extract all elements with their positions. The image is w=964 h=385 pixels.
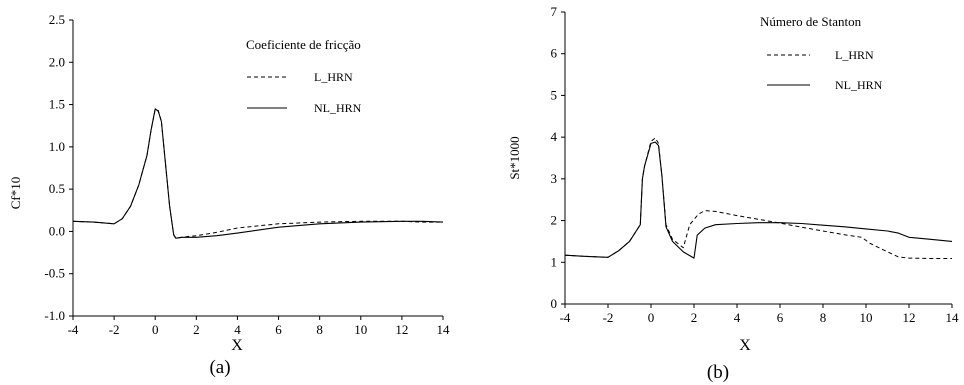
x-tick-label-b: 10 [860, 310, 873, 325]
series-line-b-nl-hrn [564, 141, 953, 259]
legend-title-b: Número de Stanton [760, 14, 862, 29]
x-tick-label-b: 0 [648, 310, 655, 325]
y-axis-label-b: St*1000 [507, 136, 522, 179]
y-tick-label-a: -1.0 [44, 308, 65, 323]
y-tick-label-a: 0.5 [49, 181, 65, 196]
y-tick-label-b: 2 [551, 213, 558, 228]
y-tick-label-b: 5 [551, 87, 558, 102]
y-tick-label-a: 0.0 [49, 223, 65, 238]
y-tick-label-a: 1.5 [49, 97, 65, 112]
series-line-b-l-hrn [564, 137, 952, 259]
series-line-a-nl-hrn [72, 108, 444, 239]
legend-entry-b-l-hrn: L_HRN [767, 48, 874, 62]
y-tick-label-b: 4 [551, 129, 558, 144]
x-tick-label-a: 6 [275, 322, 282, 337]
x-tick-label-a: 2 [193, 322, 200, 337]
y-tick-label-a: 2.0 [49, 54, 65, 69]
x-tick-label-b: -4 [560, 310, 571, 325]
legend-entry-a-nl-hrn: NL_HRN [247, 101, 362, 115]
legend-entry-a-l-hrn: L_HRN [247, 70, 353, 84]
y-axis-label-a: Cf*10 [8, 177, 23, 210]
legend-label-a-nl-hrn: NL_HRN [314, 101, 362, 115]
legend-entry-b-nl-hrn: NL_HRN [767, 78, 883, 92]
x-tick-label-a: -4 [68, 322, 79, 337]
panel-label-b: (b) [707, 362, 729, 383]
x-tick-label-b: 8 [820, 310, 827, 325]
legend-label-a-l-hrn: L_HRN [314, 70, 353, 84]
x-tick-label-b: 12 [903, 310, 916, 325]
y-tick-label-a: 2.5 [49, 12, 65, 27]
x-axis-label-a: X [231, 337, 243, 354]
panel-label-a: (a) [209, 357, 230, 378]
x-tick-label-a: 12 [395, 322, 408, 337]
x-tick-label-a: 4 [234, 322, 241, 337]
x-tick-label-b: -2 [603, 310, 614, 325]
y-tick-label-b: 3 [551, 171, 558, 186]
chart-panel-b: St*1000 X (b) Número de Stanton L_HRN NL… [507, 4, 959, 383]
x-axis-label-b: X [739, 337, 751, 354]
x-tick-label-a: 10 [354, 322, 367, 337]
series-line-a-l-hrn [72, 109, 443, 239]
y-tick-label-a: -0.5 [44, 266, 65, 281]
y-tick-label-b: 6 [551, 46, 558, 61]
y-tick-label-b: 7 [551, 4, 558, 19]
y-tick-label-b: 0 [551, 296, 558, 311]
x-tick-label-a: -2 [109, 322, 120, 337]
x-tick-label-a: 14 [437, 322, 451, 337]
x-tick-label-a: 0 [152, 322, 159, 337]
x-tick-label-a: 8 [316, 322, 323, 337]
legend-label-b-l-hrn: L_HRN [835, 48, 874, 62]
x-tick-label-b: 4 [734, 310, 741, 325]
legend-title-a: Coeficiente de fricção [246, 37, 361, 52]
x-tick-label-b: 6 [777, 310, 784, 325]
x-tick-label-b: 2 [691, 310, 698, 325]
legend-label-b-nl-hrn: NL_HRN [835, 78, 883, 92]
x-tick-label-b: 14 [946, 310, 960, 325]
y-tick-label-a: 1.0 [49, 139, 65, 154]
y-tick-label-b: 1 [551, 254, 558, 269]
chart-panel-a: Cf*10 X (a) Coeficiente de fricção L_HRN… [8, 12, 450, 378]
